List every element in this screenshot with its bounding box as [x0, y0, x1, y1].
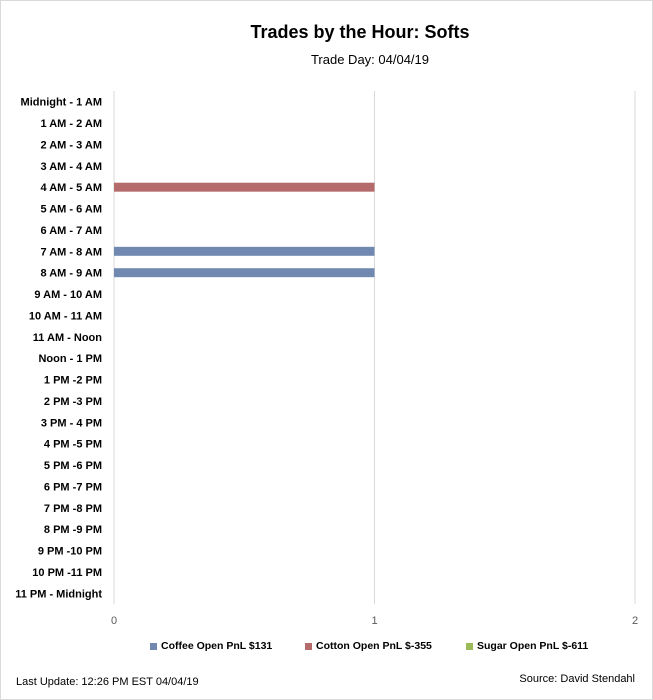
y-category-label: 6 AM - 7 AM — [40, 225, 102, 237]
legend-item: Coffee Open PnL $131 — [150, 640, 272, 652]
y-category-label: 7 AM - 8 AM — [40, 246, 102, 258]
y-category-label: 2 PM -3 PM — [44, 396, 102, 408]
legend-swatch — [305, 642, 312, 650]
y-category-label: 6 PM -7 PM — [44, 481, 102, 493]
legend-swatch — [150, 642, 157, 650]
y-category-label: 9 PM -10 PM — [38, 546, 102, 558]
y-category-label: 1 PM -2 PM — [44, 375, 102, 387]
legend-item: Cotton Open PnL $-355 — [305, 640, 432, 652]
y-category-label: 4 PM -5 PM — [44, 439, 102, 451]
y-category-label: 5 AM - 6 AM — [40, 204, 102, 216]
y-category-label: 11 AM - Noon — [33, 332, 103, 344]
legend-item: Sugar Open PnL $-611 — [466, 640, 588, 652]
y-category-label: 9 AM - 10 AM — [34, 289, 102, 301]
y-category-label: 1 AM - 2 AM — [40, 118, 102, 130]
bar-series-0 — [114, 268, 375, 278]
x-tick-label: 2 — [632, 615, 638, 627]
last-update-text: Last Update: 12:26 PM EST 04/04/19 — [16, 676, 199, 688]
y-category-label: 3 AM - 4 AM — [40, 161, 102, 173]
legend-label: Cotton Open PnL $-355 — [316, 640, 432, 652]
bar-series-0 — [114, 246, 375, 256]
chart-title: Trades by the Hour: Softs — [250, 22, 470, 42]
y-category-label: 3 PM - 4 PM — [41, 417, 102, 429]
y-category-label: 2 AM - 3 AM — [40, 139, 102, 151]
y-category-label: 5 PM -6 PM — [44, 460, 102, 472]
y-category-label: Midnight - 1 AM — [21, 97, 102, 109]
y-category-label: 10 PM -11 PM — [32, 567, 102, 579]
chart-subtitle: Trade Day: 04/04/19 — [310, 52, 430, 67]
legend-swatch — [466, 642, 473, 650]
y-category-label: 4 AM - 5 AM — [40, 182, 102, 194]
legend-label: Sugar Open PnL $-611 — [477, 640, 589, 652]
y-category-label: Noon - 1 PM — [38, 353, 102, 365]
y-category-label: 7 PM -8 PM — [44, 503, 102, 515]
y-category-label: 10 AM - 11 AM — [29, 310, 102, 322]
source-text: Source: David Stendahl — [519, 673, 635, 685]
bar-series-1 — [114, 182, 375, 192]
y-category-label: 11 PM - Midnight — [15, 588, 102, 600]
y-category-label: 8 AM - 9 AM — [40, 268, 102, 280]
x-tick-label: 1 — [371, 615, 377, 627]
y-category-label: 8 PM -9 PM — [44, 524, 102, 536]
legend-label: Coffee Open PnL $131 — [161, 640, 273, 652]
x-tick-label: 0 — [111, 615, 117, 627]
